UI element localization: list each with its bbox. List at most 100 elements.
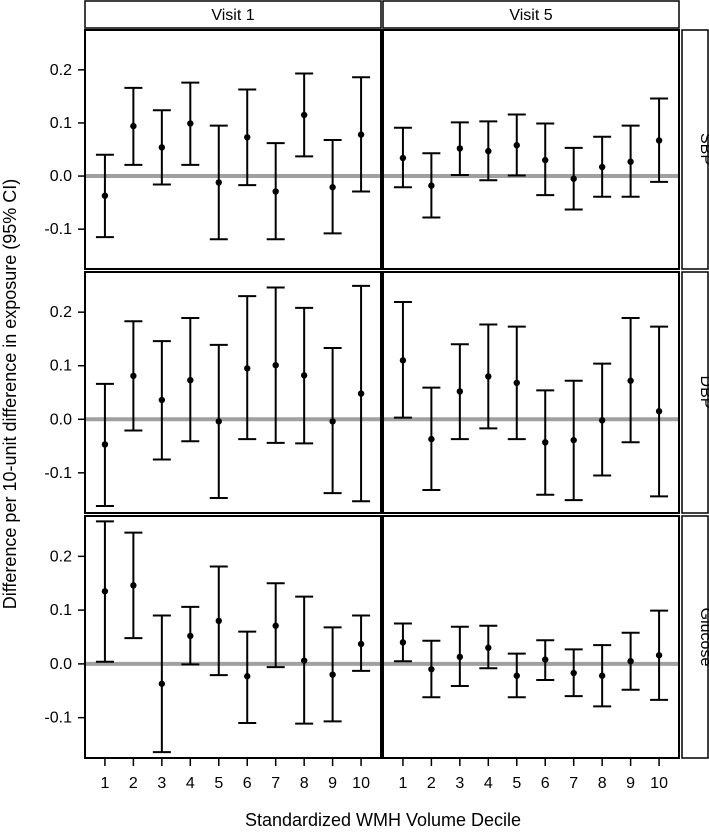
error-bar-decile-6 [238, 295, 257, 441]
error-bar-decile-4 [181, 81, 200, 166]
error-bar-decile-2 [422, 152, 441, 219]
error-bar-decile-8 [295, 306, 314, 445]
error-bar-decile-5 [209, 124, 228, 241]
panel-dbp-visit-5 [382, 271, 680, 514]
panel-border [84, 515, 382, 759]
point-estimate [542, 439, 549, 446]
x-tick-label: 4 [186, 775, 195, 792]
error-bar-decile-10 [352, 76, 371, 193]
strip-visit-5-label: Visit 5 [509, 7, 552, 24]
error-bar-decile-6 [536, 122, 555, 197]
point-estimate [399, 154, 407, 162]
point-estimate [329, 418, 336, 425]
point-estimate [627, 158, 634, 165]
panel-border [382, 515, 680, 759]
point-estimate [456, 653, 464, 661]
error-bar-decile-2 [422, 639, 441, 699]
x-axes: 1 2 3 4 5 6 7 8 9 10 1 2 3 4 5 6 7 8 9 10 [100, 758, 668, 792]
error-bar-decile-3 [450, 121, 469, 176]
point-estimate [357, 131, 365, 138]
strip-dbp-label: DBP [697, 376, 709, 409]
point-estimate [101, 588, 109, 595]
point-estimate [570, 436, 577, 444]
x-tick-label: 2 [427, 775, 436, 792]
point-estimate [655, 652, 663, 659]
panel-background [85, 272, 381, 513]
panel-grid [84, 29, 680, 759]
error-bar-decile-4 [181, 317, 200, 443]
point-estimate [542, 656, 549, 663]
point-estimate [428, 666, 435, 673]
point-estimate [570, 669, 577, 677]
point-estimate [570, 175, 577, 182]
error-bar-decile-7 [266, 582, 285, 669]
error-bar-decile-8 [295, 595, 314, 725]
error-bar-decile-9 [323, 138, 342, 235]
error-bar-decile-4 [479, 624, 498, 670]
x-tick-label: 3 [157, 775, 166, 792]
error-bar-decile-9 [621, 631, 640, 691]
strip-sbp [681, 29, 709, 270]
panel-glucose-visit-5 [382, 515, 680, 759]
error-bar-decile-8 [593, 362, 612, 477]
x-tick-label: 8 [598, 775, 607, 792]
error-bar-decile-10 [352, 284, 371, 503]
x-tick-label: 8 [300, 775, 309, 792]
point-estimate [598, 163, 606, 171]
strip-sbp-label: SBP [697, 133, 709, 165]
error-bar-decile-5 [507, 652, 526, 699]
x-tick-label: 5 [214, 775, 223, 792]
error-bar-decile-5 [209, 565, 228, 677]
y-tick-label: 0.1 [50, 358, 72, 375]
point-estimate [456, 145, 464, 152]
error-bar-decile-3 [152, 340, 171, 461]
point-estimate [542, 156, 549, 164]
strip-glucose-label: Glucose [697, 608, 709, 667]
error-bar-decile-2 [124, 86, 143, 166]
error-bar-decile-9 [621, 317, 640, 444]
x-tick-label: 3 [455, 775, 464, 792]
error-bar-decile-1 [95, 153, 114, 239]
point-estimate [158, 680, 166, 687]
panel-border [382, 29, 680, 270]
error-bar-decile-10 [650, 609, 669, 701]
strip-visit-1-label: Visit 1 [211, 7, 254, 24]
error-bar-decile-10 [650, 325, 669, 498]
point-estimate [485, 644, 492, 651]
x-tick-label: 9 [328, 775, 337, 792]
point-estimate [272, 188, 279, 195]
error-bar-decile-2 [124, 320, 143, 432]
y-axis-sbp: -0.1 0.0 0.1 0.2 [44, 62, 85, 238]
panel-background [383, 272, 679, 513]
error-bar-decile-9 [323, 347, 342, 495]
y-tick-label: -0.1 [44, 465, 72, 482]
error-bar-decile-9 [621, 124, 640, 198]
y-axes: -0.1 0.0 0.1 0.2 -0.1 0.0 0.1 0.2 -0.1 0.0 0.1 0.2 [44, 62, 85, 727]
point-estimate [456, 388, 464, 395]
point-estimate [627, 377, 634, 384]
error-bar-decile-6 [536, 389, 555, 496]
error-bar-decile-1 [393, 300, 412, 419]
x-tick-label: 1 [100, 775, 109, 792]
point-estimate [329, 184, 336, 191]
point-estimate [513, 672, 520, 679]
point-estimate [513, 379, 520, 387]
point-estimate [513, 142, 520, 149]
x-tick-label: 7 [271, 775, 280, 792]
x-tick-label: 10 [352, 775, 370, 792]
point-estimate [357, 640, 365, 648]
panel-border [382, 271, 680, 514]
point-estimate [428, 435, 435, 443]
y-axis-dbp: -0.1 0.0 0.1 0.2 [44, 304, 85, 482]
y-tick-label: 0.1 [50, 115, 72, 132]
error-bar-decile-4 [479, 323, 498, 430]
panel-background [383, 30, 679, 269]
point-estimate [428, 182, 435, 189]
point-estimate [187, 376, 194, 384]
point-estimate [215, 418, 222, 425]
point-estimate [598, 417, 606, 424]
point-estimate [655, 137, 663, 144]
column-strip-headers: Visit 1 Visit 5 [84, 0, 680, 29]
x-tick-label: 1 [398, 775, 407, 792]
error-bar-decile-7 [564, 379, 583, 502]
